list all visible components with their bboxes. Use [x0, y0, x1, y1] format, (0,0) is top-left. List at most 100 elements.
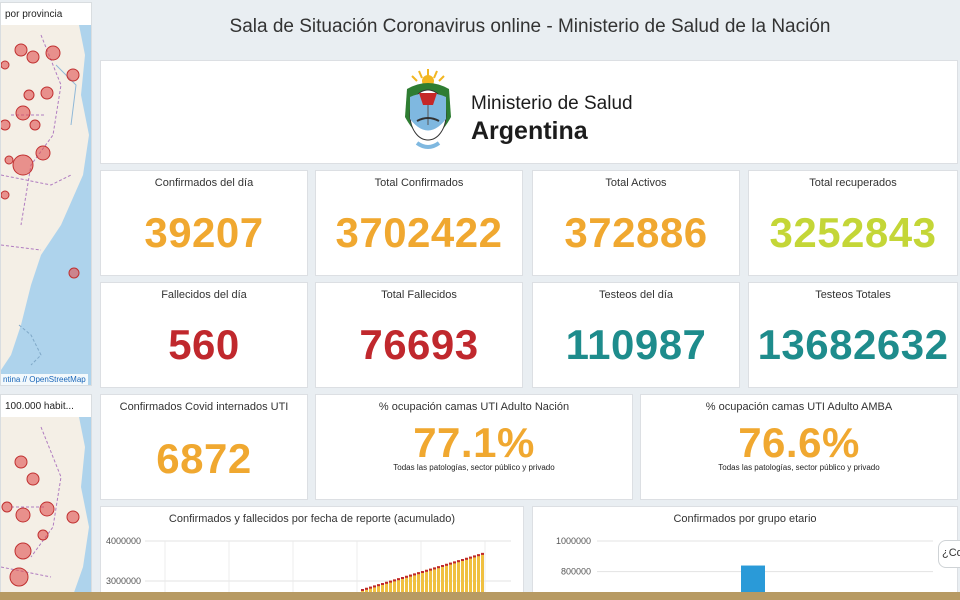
- bar-confirmados: [477, 554, 480, 600]
- y-tick-label: 800000: [561, 567, 591, 577]
- bar-confirmados: [389, 580, 392, 600]
- chart-card-grupo-etario[interactable]: Confirmados por grupo etario 1000000 8000…: [532, 506, 958, 600]
- bar-fallecidos-marker: [477, 554, 480, 557]
- stat-note: Todas las patologías, sector público y p…: [393, 463, 555, 472]
- bar-fallecidos-marker: [405, 575, 408, 578]
- bar-fallecidos-marker: [393, 579, 396, 582]
- rate-map: [1, 417, 91, 599]
- bar-confirmados: [453, 561, 456, 600]
- map-panel-provincia[interactable]: por provincia ntina // OpenStreetMap: [0, 2, 92, 386]
- stat-value: 6872: [156, 435, 252, 482]
- bar-confirmados: [433, 567, 436, 600]
- stat-value: 13682632: [757, 321, 949, 368]
- stat-label: Fallecidos del día: [161, 289, 247, 301]
- cumulative-chart[interactable]: 4000000 3000000: [101, 507, 525, 600]
- bar-confirmados: [417, 572, 420, 600]
- stat-value: 110987: [565, 321, 707, 368]
- bar-fallecidos-marker: [365, 587, 368, 590]
- age-group-chart[interactable]: 1000000 800000: [533, 507, 959, 600]
- stat-label: Total Confirmados: [374, 177, 464, 189]
- bar-fallecidos-marker: [445, 563, 448, 566]
- stat-label: Total Fallecidos: [381, 289, 457, 301]
- chart-card-acumulado[interactable]: Confirmados y fallecidos por fecha de re…: [100, 506, 524, 600]
- map-view[interactable]: ntina // OpenStreetMap: [1, 25, 91, 385]
- bar-fallecidos-marker: [453, 561, 456, 564]
- bar-confirmados: [469, 556, 472, 600]
- stat-label: Total recuperados: [809, 177, 897, 189]
- stat-value: 76693: [359, 321, 479, 368]
- ministry-logo-card: Ministerio de Salud Argentina: [100, 60, 958, 164]
- bar-fallecidos-marker: [417, 572, 420, 575]
- bar-fallecidos-marker: [469, 556, 472, 559]
- stat-card-fallecidos-dia: Fallecidos del día 560: [100, 282, 308, 388]
- stat-card-total-recuperados: Total recuperados 3252843: [748, 170, 958, 276]
- y-tick-label: 4000000: [106, 536, 141, 546]
- stat-label: % ocupación camas UTI Adulto AMBA: [705, 401, 893, 413]
- bar-fallecidos-marker: [397, 578, 400, 581]
- province-map: [1, 25, 91, 385]
- bar-fallecidos-marker: [441, 565, 444, 567]
- bar-fallecidos-marker: [389, 580, 392, 583]
- stat-card-internados-uti: Confirmados Covid internados UTI 6872: [100, 394, 308, 500]
- bar-confirmados: [425, 569, 428, 600]
- map-panel-tasa[interactable]: 100.000 habit...: [0, 394, 92, 600]
- help-button[interactable]: ¿Co: [938, 540, 960, 568]
- stat-card-ocupacion-amba: % ocupación camas UTI Adulto AMBA 76.6% …: [640, 394, 958, 500]
- bar-confirmados: [441, 565, 444, 600]
- logo-line2: Argentina: [471, 117, 588, 145]
- stat-value: 77.1%: [413, 419, 535, 466]
- stat-label: Confirmados Covid internados UTI: [119, 401, 289, 413]
- bar-fallecidos-marker: [425, 569, 428, 572]
- bar-fallecidos-marker: [361, 589, 364, 591]
- bar-fallecidos-marker: [481, 552, 484, 555]
- bar-fallecidos-marker: [437, 566, 440, 569]
- bar-fallecidos-marker: [401, 577, 404, 579]
- stat-value: 3702422: [335, 209, 503, 256]
- stat-value: 39207: [144, 209, 264, 256]
- bar-confirmados: [385, 581, 388, 600]
- stat-card-ocupacion-nacion: % ocupación camas UTI Adulto Nación 77.1…: [315, 394, 633, 500]
- taskbar: [0, 592, 960, 600]
- bar-fallecidos-marker: [465, 557, 468, 560]
- stat-label: % ocupación camas UTI Adulto Nación: [378, 401, 570, 413]
- stat-value: 560: [168, 321, 240, 368]
- bar-fallecidos-marker: [433, 567, 436, 570]
- stat-card-total-activos: Total Activos 372886: [532, 170, 740, 276]
- y-tick-label: 3000000: [106, 576, 141, 586]
- argentina-coat-of-arms-icon: [405, 69, 451, 149]
- stat-value: 372886: [564, 209, 708, 256]
- stat-card-testeos-dia: Testeos del día 110987: [532, 282, 740, 388]
- bar-confirmados: [457, 560, 460, 600]
- stat-label: Testeos del día: [599, 289, 673, 301]
- bar-confirmados: [461, 559, 464, 600]
- stat-card-total-confirmados: Total Confirmados 3702422: [315, 170, 523, 276]
- bar-confirmados: [437, 566, 440, 600]
- map-view[interactable]: [1, 417, 91, 599]
- bar-confirmados: [449, 562, 452, 600]
- bar-confirmados: [409, 574, 412, 600]
- bar-confirmados: [381, 583, 384, 600]
- bar-fallecidos-marker: [421, 571, 424, 573]
- bar-confirmados: [401, 577, 404, 600]
- bar-fallecidos-marker: [473, 555, 476, 558]
- bar-fallecidos-marker: [409, 574, 412, 577]
- bar-fallecidos-marker: [429, 568, 432, 571]
- bar-confirmados: [429, 568, 432, 600]
- bar-confirmados: [405, 575, 408, 600]
- y-tick-label: 1000000: [556, 536, 591, 546]
- stat-label: Testeos Totales: [815, 289, 891, 301]
- bar-fallecidos-marker: [385, 581, 388, 584]
- bar-confirmados: [473, 555, 476, 600]
- bar-fallecidos-marker: [373, 585, 376, 588]
- ministry-logo: Ministerio de Salud Argentina: [397, 67, 657, 159]
- bar-confirmados: [413, 573, 416, 600]
- page-title: Sala de Situación Coronavirus online - M…: [229, 16, 831, 37]
- stat-card-testeos-totales: Testeos Totales 13682632: [748, 282, 958, 388]
- bar-confirmados: [421, 571, 424, 600]
- bar-fallecidos-marker: [381, 583, 384, 585]
- map-attribution[interactable]: ntina // OpenStreetMap: [1, 374, 88, 385]
- chart-title: Confirmados por grupo etario: [673, 513, 817, 525]
- bar-fallecidos-marker: [369, 586, 372, 589]
- stat-label: Confirmados del día: [154, 177, 254, 189]
- chart-title: Confirmados y fallecidos por fecha de re…: [168, 513, 456, 525]
